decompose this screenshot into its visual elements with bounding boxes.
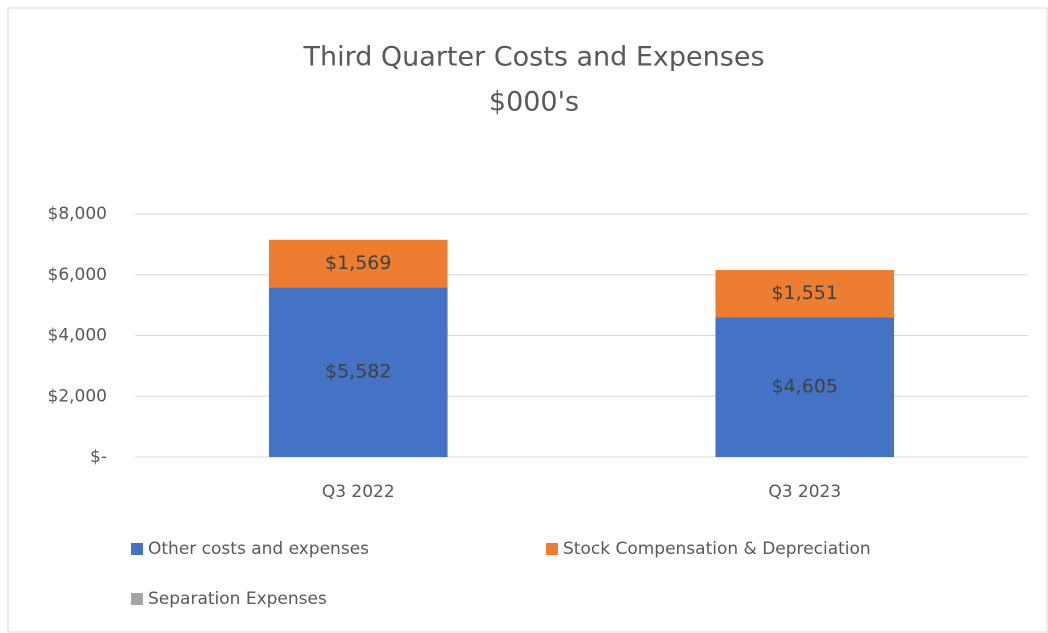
legend-swatch — [131, 593, 143, 605]
y-tick-label: $2,000 — [48, 386, 107, 406]
data-label: $4,605 — [772, 376, 838, 398]
y-tick-label: $4,000 — [48, 326, 107, 346]
data-label: $1,551 — [772, 282, 838, 304]
bar-segment — [715, 270, 895, 318]
chart-subtitle: $000's — [489, 87, 579, 118]
data-label: $5,582 — [325, 361, 391, 383]
bar-segment — [268, 287, 448, 457]
y-tick-label: $- — [90, 447, 107, 467]
legend-label: Stock Compensation & Depreciation — [563, 539, 871, 559]
bar-segment — [715, 317, 895, 457]
bar-segment — [268, 239, 448, 288]
y-tick-label: $8,000 — [48, 204, 107, 224]
y-tick-label: $6,000 — [48, 265, 107, 285]
legend-label: Other costs and expenses — [148, 539, 369, 559]
legend-swatch — [131, 543, 143, 555]
data-label: $1,569 — [325, 252, 391, 274]
x-tick-label: Q3 2022 — [322, 482, 395, 502]
legend-label: Separation Expenses — [148, 589, 327, 609]
chart-title: Third Quarter Costs and Expenses — [302, 42, 764, 73]
legend-swatch — [546, 543, 558, 555]
x-tick-label: Q3 2023 — [768, 482, 841, 502]
